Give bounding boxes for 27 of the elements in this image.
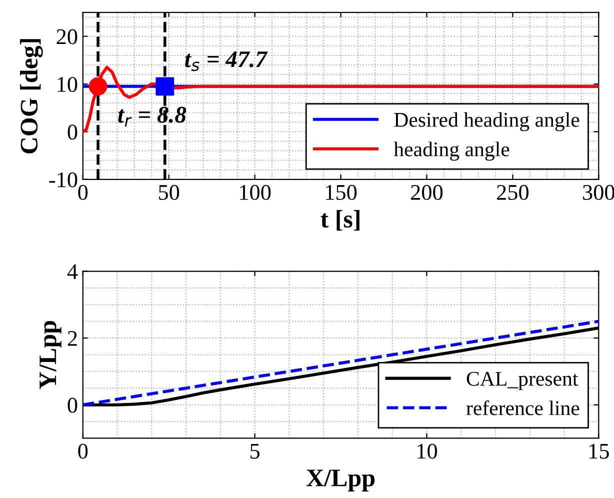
y-tick-label: 0 <box>68 398 78 413</box>
y-tick-label: 10 <box>58 76 78 92</box>
x-axis-title: X/Lpp <box>306 470 374 492</box>
y-axis-title: Y/Lpp <box>40 321 62 390</box>
x-tick-label: 15 <box>589 444 609 459</box>
x-tick-label: 5 <box>250 444 260 459</box>
y-axis-title: COG [deg] <box>20 39 43 154</box>
y-tick-label: 4 <box>67 264 78 279</box>
legend-label: heading angle <box>394 142 510 161</box>
x-tick-label: 250 <box>497 184 529 200</box>
legend-label: Desired heading angle <box>394 112 580 132</box>
x-tick-label: 0 <box>78 444 88 459</box>
y-tick-label: 2 <box>68 331 77 346</box>
x-tick-label: 0 <box>78 184 88 200</box>
legend-label: CAL_present <box>466 372 578 390</box>
y-tick-label: 20 <box>56 29 78 44</box>
x-tick-label: 50 <box>159 184 180 200</box>
x-tick-label: 10 <box>418 444 437 459</box>
y-tick-label: -10 <box>49 172 78 188</box>
x-axis-title: t [s] <box>320 210 360 231</box>
x-tick-label: 150 <box>326 184 357 200</box>
x-tick-label: 300 <box>583 184 614 200</box>
legend-label: reference line <box>466 400 580 416</box>
annotation: t$_{s}$ = 47.7 <box>185 51 268 72</box>
x-tick-label: 100 <box>240 184 271 200</box>
y-tick-label: 0 <box>68 124 78 140</box>
x-tick-label: 200 <box>411 184 443 200</box>
